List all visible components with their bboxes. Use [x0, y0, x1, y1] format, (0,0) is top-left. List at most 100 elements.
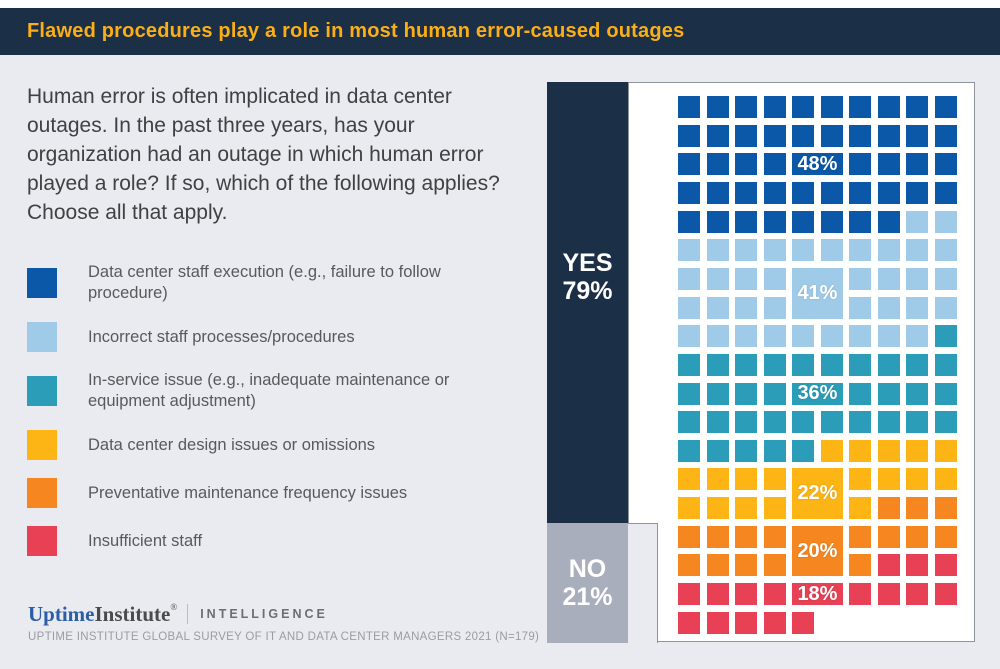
- no-bar-label: NO 21%: [562, 555, 612, 611]
- waffle-square: [678, 124, 700, 147]
- source-citation: UPTIME INSTITUTE GLOBAL SURVEY OF IT AND…: [28, 631, 540, 643]
- waffle-square: [934, 267, 957, 290]
- waffle-square: [934, 296, 957, 319]
- waffle-square: [820, 239, 843, 262]
- yes-value: 79%: [562, 276, 613, 305]
- waffle-square: [706, 296, 729, 319]
- legend-swatch-icon: [27, 322, 57, 352]
- waffle-square: [706, 583, 729, 606]
- waffle-square: [849, 525, 872, 548]
- waffle-square: [763, 382, 786, 405]
- waffle-square: [906, 353, 929, 376]
- waffle-square: [849, 267, 872, 290]
- waffle-square: [820, 353, 843, 376]
- brand-uptime: Uptime: [28, 601, 95, 626]
- legend-item: Insufficient staff: [27, 526, 497, 556]
- waffle-square: [763, 353, 786, 376]
- waffle-square: [735, 181, 758, 204]
- waffle-square: [934, 124, 957, 147]
- legend-swatch-icon: [27, 376, 57, 406]
- legend-item-label: Data center staff execution (e.g., failu…: [88, 263, 441, 302]
- waffle-square: [792, 611, 815, 634]
- waffle-square: [706, 439, 729, 462]
- waffle-square: [678, 497, 700, 520]
- legend-item: Data center staff execution (e.g., failu…: [27, 262, 497, 304]
- waffle-square: [906, 411, 929, 434]
- legend-item-label: Data center design issues or omissions: [88, 435, 376, 454]
- waffle-square: [678, 153, 700, 176]
- waffle-value-label: 41%: [792, 267, 843, 319]
- waffle-square: [763, 525, 786, 548]
- waffle-square: [735, 611, 758, 634]
- waffle-square: [706, 382, 729, 405]
- waffle-square: [934, 468, 957, 491]
- waffle-square: [735, 382, 758, 405]
- waffle-square: [735, 497, 758, 520]
- legend-swatch-icon: [27, 268, 57, 298]
- waffle-square: [678, 468, 700, 491]
- legend-item: Preventative maintenance frequency issue…: [27, 478, 497, 508]
- waffle-square: [706, 325, 729, 348]
- header-bar: Flawed procedures play a role in most hu…: [0, 8, 1000, 55]
- waffle-square: [706, 554, 729, 577]
- waffle-square: [678, 267, 700, 290]
- registered-mark-icon: ®: [170, 602, 178, 612]
- waffle-square: [735, 153, 758, 176]
- waffle-square: [678, 181, 700, 204]
- waffle-square: [820, 96, 843, 118]
- waffle-square: [877, 439, 900, 462]
- waffle-square: [849, 439, 872, 462]
- waffle-square: [678, 382, 700, 405]
- waffle-square: [763, 554, 786, 577]
- waffle-square: [934, 497, 957, 520]
- waffle-square: [849, 96, 872, 118]
- waffle-square: [678, 411, 700, 434]
- legend-item: Incorrect staff processes/procedures: [27, 322, 497, 352]
- waffle-square: [849, 382, 872, 405]
- waffle-square: [849, 239, 872, 262]
- waffle-value-label: 48%: [792, 153, 843, 176]
- waffle-square: [934, 554, 957, 577]
- survey-question-text: Human error is often implicated in data …: [27, 85, 500, 224]
- waffle-square: [849, 181, 872, 204]
- waffle-square: [678, 525, 700, 548]
- waffle-square: [678, 210, 700, 233]
- brand-institute: Institute: [94, 601, 171, 626]
- waffle-square: [906, 439, 929, 462]
- waffle-square: [849, 583, 872, 606]
- waffle-square: [706, 611, 729, 634]
- waffle-square: [906, 239, 929, 262]
- yes-bar: YES 79%: [547, 82, 628, 523]
- waffle-square: [906, 382, 929, 405]
- waffle-square: [934, 583, 957, 606]
- waffle-square: [678, 583, 700, 606]
- waffle-value-label: 18%: [792, 583, 843, 606]
- waffle-square: [706, 210, 729, 233]
- waffle-square: [735, 296, 758, 319]
- yes-label: YES: [562, 248, 613, 277]
- waffle-square: [763, 239, 786, 262]
- top-white-strip: [0, 0, 1000, 8]
- waffle-square: [735, 468, 758, 491]
- waffle-square: [849, 325, 872, 348]
- waffle-square: [678, 353, 700, 376]
- waffle-square: [877, 497, 900, 520]
- waffle-square: [735, 411, 758, 434]
- waffle-square: [820, 124, 843, 147]
- waffle-grid: 48% 41% 36% 22% 20% 18%: [678, 96, 958, 636]
- waffle-square: [763, 210, 786, 233]
- panel-notch: [627, 523, 658, 643]
- brand-division-label: INTELLIGENCE: [200, 607, 328, 621]
- waffle-square: [906, 468, 929, 491]
- waffle-square: [934, 181, 957, 204]
- waffle-square: [763, 267, 786, 290]
- waffle-square: [678, 554, 700, 577]
- waffle-square: [706, 153, 729, 176]
- waffle-square: [906, 583, 929, 606]
- waffle-square: [849, 468, 872, 491]
- waffle-square: [877, 267, 900, 290]
- waffle-square: [792, 210, 815, 233]
- waffle-square: [763, 439, 786, 462]
- waffle-square: [763, 124, 786, 147]
- waffle-square: [934, 153, 957, 176]
